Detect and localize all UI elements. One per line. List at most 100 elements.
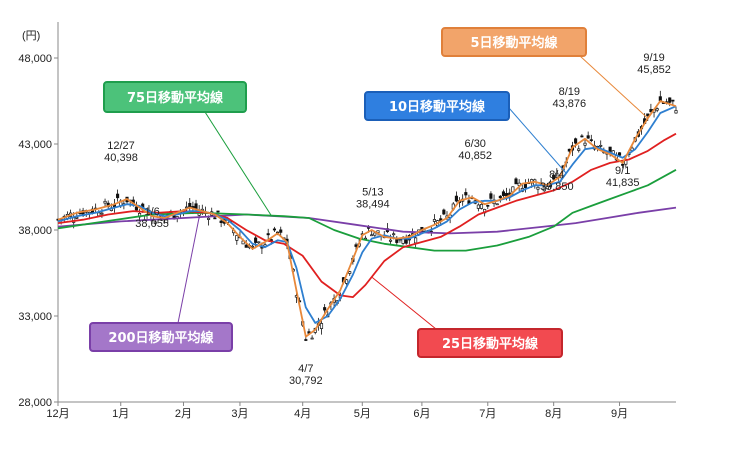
callout-75day-ma: 75日移動平均線 (103, 81, 247, 113)
candle-body (464, 192, 468, 196)
candle-body (479, 204, 484, 209)
callout-label: 75日移動平均線 (127, 90, 224, 106)
x-tick-label: 5月 (354, 408, 371, 420)
x-tick-label: 1月 (112, 408, 129, 420)
candle-body (580, 135, 584, 138)
moving-average-lines (57, 100, 677, 338)
x-tick-label: 8月 (545, 408, 562, 420)
candle-body (323, 307, 327, 311)
candle-body (279, 229, 283, 233)
annotation-value: 39,850 (540, 181, 574, 193)
candle-body (668, 97, 672, 103)
candle-body (671, 99, 675, 102)
candle-body (486, 204, 490, 207)
annotation-value: 41,835 (606, 177, 640, 189)
callout-label: 25日移動平均線 (442, 336, 539, 352)
annotation-date: 1/6 (144, 206, 159, 218)
candle-body (454, 195, 458, 202)
y-tick-label: 28,000 (18, 397, 52, 409)
annotation-date: 6/30 (465, 138, 486, 150)
candle-body (495, 203, 499, 206)
annotation-date: 4/7 (298, 363, 313, 375)
candle-body (354, 244, 358, 247)
candle-body (304, 339, 308, 341)
candle-body (345, 279, 349, 284)
x-tick-label: 3月 (231, 408, 248, 420)
y-tick-label: 43,000 (18, 139, 52, 151)
callout-leader-line (508, 107, 567, 174)
candle-body (555, 172, 559, 178)
candle-body (207, 217, 211, 220)
candle-body (257, 241, 261, 244)
callout-box (417, 328, 563, 358)
candle-body (476, 204, 480, 209)
callout-leader-line (204, 111, 272, 216)
x-tick-label: 12月 (46, 408, 69, 420)
candle-body (134, 206, 138, 211)
candle-body (536, 186, 540, 190)
x-tick-label: 2月 (175, 408, 192, 420)
line-75day-ma (57, 169, 677, 252)
candle-body (266, 233, 270, 236)
candle-body (655, 108, 659, 111)
callout-5day-ma: 5日移動平均線 (441, 27, 587, 57)
x-tick-label: 7月 (479, 408, 496, 420)
x-tick-label: 6月 (413, 408, 430, 420)
candle-body (432, 219, 436, 222)
callout-leader-line (579, 55, 649, 119)
line-10day-ma (57, 105, 677, 324)
candle-body (542, 186, 546, 192)
candle-body (646, 113, 650, 117)
annotation-date: 9/19 (643, 52, 664, 64)
callout-leader-line (371, 276, 437, 330)
callout-box (103, 81, 247, 113)
callout-label: 10日移動平均線 (389, 99, 486, 115)
candle-body (392, 233, 396, 236)
callout-label: 5日移動平均線 (470, 35, 558, 51)
annotation-date: 12/27 (107, 140, 135, 152)
line-5day-ma (57, 100, 677, 338)
x-tick-label: 4月 (294, 408, 311, 420)
callout-25day-ma: 25日移動平均線 (417, 328, 563, 358)
line-200day-ma (57, 206, 677, 235)
candle-body (254, 237, 258, 243)
x-axis: 12月 1月 2月 3月 4月 5月 6月 7月 8月 9月 (46, 401, 676, 420)
candle-body (589, 139, 593, 142)
candle-body (373, 232, 377, 236)
candle-body (552, 174, 556, 180)
candle-body (100, 212, 104, 215)
callout-box (441, 27, 587, 57)
callout-box (89, 322, 233, 352)
candle-body (574, 138, 578, 144)
candle-body (583, 142, 587, 146)
annotation-date: 8/4 (549, 169, 564, 181)
candle-body (514, 178, 518, 185)
candle-body (442, 209, 446, 215)
y-tick-label: 33,000 (18, 311, 52, 323)
callout-label: 200日移動平均線 (108, 330, 214, 346)
candle-body (489, 193, 493, 199)
candle-body (103, 200, 107, 204)
y-unit-label: (円) (22, 30, 40, 42)
callout-leader-line (177, 217, 200, 324)
candle-body (498, 195, 502, 199)
candle-body (617, 152, 622, 156)
annotation-value: 40,852 (458, 150, 492, 162)
candle-body (523, 183, 527, 189)
candle-body (75, 217, 79, 219)
candle-body (194, 203, 198, 210)
candle-body (244, 244, 248, 248)
candle-body (269, 239, 273, 241)
callout-10day-ma: 10日移動平均線 (364, 91, 510, 121)
candle-body (370, 234, 374, 237)
candle-body (216, 210, 220, 213)
candle-body (586, 135, 590, 139)
candle-body (272, 228, 277, 231)
legend-callouts: 5日移動平均線 10日移動平均線 25日移動平均線 75日移動平均線 200日移動平均線 (89, 27, 649, 358)
annotation-value: 43,876 (553, 98, 587, 110)
candle-body (545, 186, 549, 190)
candle-body (577, 148, 581, 151)
candle-body (395, 239, 399, 243)
